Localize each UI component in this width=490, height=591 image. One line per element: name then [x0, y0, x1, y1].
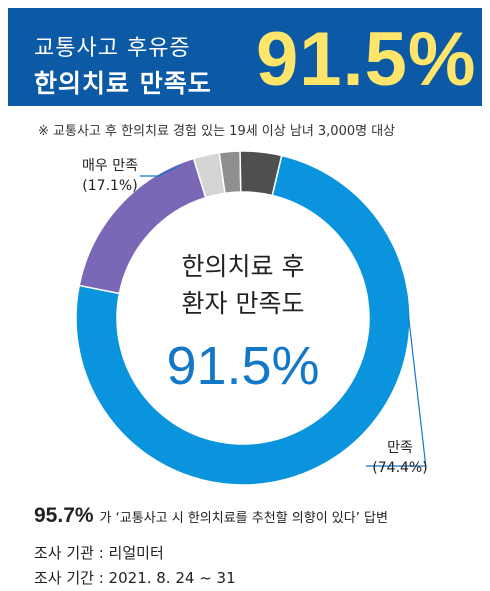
slice-label-very-satisfied: 매우 만족 [82, 158, 138, 174]
survey-agency: 조사 기관 : 리얼미터 [34, 544, 164, 562]
recommend-line: 95.7% 가 ‘교통사고 시 한의치료를 추천할 의향이 있다’ 답변 [34, 504, 388, 528]
header-banner: 교통사고 후유증 한의치료 만족도 91.5% [8, 8, 482, 106]
donut-slices [75, 150, 411, 486]
donut-slice-4 [239, 150, 283, 197]
donut-chart: 매우 만족 (17.1%) 만족 (74.4%) 한의치료 후 환자 만족도 91.5… [75, 150, 428, 486]
center-title-line1: 한의치료 후 [182, 252, 305, 281]
slice-labels: 매우 만족 (17.1%) 만족 (74.4%) [82, 158, 428, 476]
leader-line-satisfied [366, 309, 427, 467]
header-line1: 교통사고 후유증 [34, 36, 191, 61]
header-line2: 한의치료 만족도 [34, 69, 212, 98]
donut-slice-0 [75, 154, 411, 486]
leader-line-very-satisfied [140, 164, 181, 177]
slice-value-satisfied: (74.4%) [372, 460, 427, 476]
survey-note: ※ 교통사고 후 한의치료 경험 있는 19세 이상 남녀 3,000명 대상 [38, 124, 396, 139]
slice-value-very-satisfied: (17.1%) [82, 178, 137, 194]
survey-period: 조사 기간 : 2021. 8. 24 ~ 31 [34, 569, 236, 587]
header-big-value: 91.5% [256, 17, 477, 102]
recommend-pct: 95.7% [34, 504, 94, 527]
center-value: 91.5% [166, 336, 319, 396]
slice-label-satisfied: 만족 [387, 440, 413, 456]
center-title-line2: 환자 만족도 [182, 289, 305, 318]
recommend-statement: 가 ‘교통사고 시 한의치료를 추천할 의향이 있다’ 답변 [99, 511, 388, 526]
